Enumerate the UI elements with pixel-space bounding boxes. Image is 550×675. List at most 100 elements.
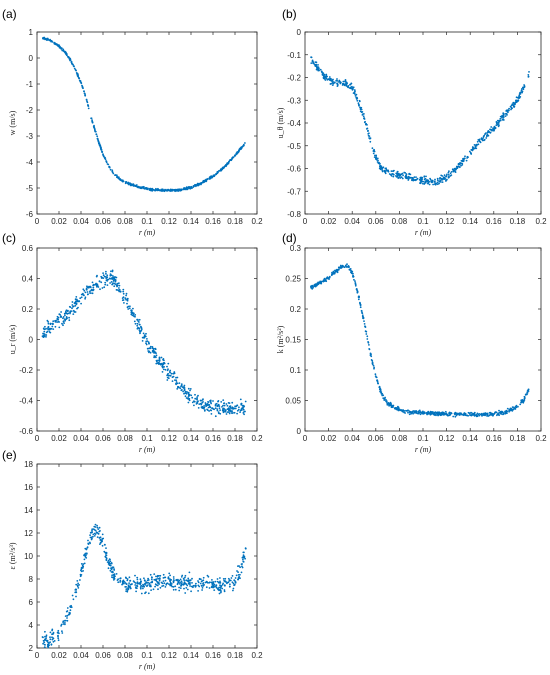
data-point [135,185,138,188]
data-point [75,588,77,591]
data-point [232,589,234,592]
data-point [430,413,432,415]
data-point [93,535,96,537]
data-point [356,96,358,99]
data-point [70,61,73,63]
data-point [112,282,114,284]
data-point [400,409,403,412]
data-point [127,308,130,310]
data-point [62,50,65,52]
data-point [152,588,155,591]
data-point [381,394,384,397]
data-point [127,181,130,184]
data-point [42,642,44,645]
data-point [96,526,99,529]
data-point [155,187,157,190]
y-tick-label: -0.4 [19,397,33,406]
data-point [225,403,228,405]
data-point [346,82,348,85]
data-point [134,314,137,316]
data-point [140,326,143,329]
data-point [372,150,375,153]
data-point [431,179,434,182]
data-point [90,117,93,120]
data-point [337,266,340,269]
data-point [453,412,456,415]
data-point [510,106,513,109]
data-point [183,384,186,387]
data-point [54,43,57,45]
data-point [311,59,314,62]
data-point [125,181,128,183]
y-tick-label: -0.5 [287,142,301,151]
data-point [435,414,437,417]
data-point [479,140,481,143]
data-point [468,150,471,153]
data-point [170,372,173,375]
data-point [519,403,522,406]
data-point [202,585,205,587]
x-tick-label: 0.08 [117,434,133,443]
data-point [46,37,49,40]
data-point [217,588,219,591]
data-point [107,563,110,565]
data-point [495,121,498,124]
data-point [225,165,227,168]
data-point [118,282,120,284]
data-point [407,179,410,181]
data-point [185,188,187,191]
data-point [171,376,174,379]
data-point [137,582,139,585]
data-point [163,576,166,579]
data-point [175,376,177,379]
data-point [56,631,59,634]
data-point [60,623,63,626]
data-point [139,587,142,590]
data-point [232,582,235,585]
data-point [215,584,218,586]
data-point [461,413,463,416]
data-point [81,85,84,88]
data-point [496,119,499,122]
data-point [133,320,136,323]
data-point [350,82,353,85]
data-point [140,592,143,595]
plot-frame [36,463,258,649]
data-point [341,266,344,268]
data-point [168,371,171,373]
x-axis-label: r (m) [139,228,156,237]
data-point [178,583,181,585]
data-point [206,574,209,577]
data-point [202,181,204,184]
data-point [69,311,71,314]
data-point [367,130,369,133]
data-point [146,579,149,582]
data-point [186,391,189,393]
data-point [222,399,225,401]
data-point [234,405,237,408]
data-point [216,408,219,410]
chart-panel-1: 0 0.02 0.04 0.06 0.08 0.1 0.12 0.14 0.16 0.18 0.2 -… [2,7,263,237]
data-point [126,298,129,301]
data-point [232,408,235,410]
data-point [212,175,215,178]
data-point [472,412,475,415]
data-point [125,298,127,301]
data-point [457,162,460,165]
data-point [446,173,448,176]
data-point [227,161,230,164]
data-point [66,607,69,609]
data-point [58,326,61,329]
data-point [321,71,323,74]
data-point [144,187,147,189]
data-point [209,400,212,402]
x-tick-label: 0.06 [95,217,111,226]
data-point [189,585,192,587]
data-point [143,585,146,588]
data-point [224,580,227,583]
data-point [44,644,46,646]
x-tick-label: 0.16 [486,434,502,443]
data-point [132,185,135,187]
data-point [219,586,221,589]
data-point [324,75,327,78]
